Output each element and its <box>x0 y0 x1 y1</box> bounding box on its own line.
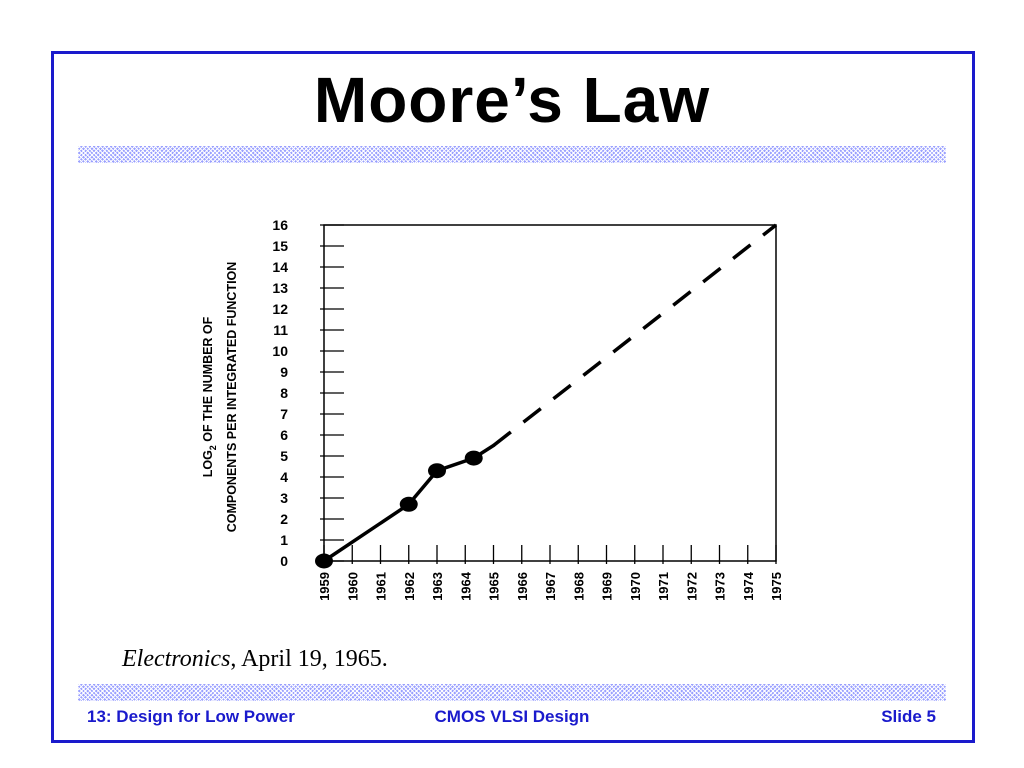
data-point <box>464 450 483 466</box>
x-tick-label: 1967 <box>543 572 558 601</box>
source-publication: Electronics <box>122 646 231 672</box>
x-tick-label: 1969 <box>600 572 615 601</box>
x-tick-label: 1975 <box>769 572 784 601</box>
x-tick-label: 1962 <box>402 572 417 601</box>
y-tick-label: 5 <box>280 448 288 464</box>
x-tick-label: 1963 <box>430 572 445 601</box>
y-tick-label: 2 <box>280 511 288 527</box>
data-point <box>315 553 333 569</box>
x-tick-label: 1974 <box>741 571 756 601</box>
x-tick-label: 1959 <box>317 572 332 601</box>
y-axis-label-line2: COMPONENTS PER INTEGRATED FUNCTION <box>225 262 239 533</box>
y-tick-label: 7 <box>280 406 288 422</box>
x-tick-label: 1960 <box>345 572 360 601</box>
y-tick-label: 3 <box>280 490 288 506</box>
y-tick-label: 6 <box>280 427 288 443</box>
x-tick-label: 1964 <box>458 571 473 601</box>
y-tick-label: 14 <box>272 259 288 275</box>
projection-line <box>492 223 778 447</box>
y-axis-label-line1: LOG2 OF THE NUMBER OF <box>201 316 218 477</box>
x-tick-label: 1972 <box>684 572 699 601</box>
x-tick-label: 1965 <box>487 572 502 601</box>
x-tick-label: 1970 <box>628 572 643 601</box>
footer-divider-band <box>78 684 946 701</box>
data-point <box>428 463 446 479</box>
y-tick-label: 12 <box>272 301 288 317</box>
y-tick-label: 11 <box>273 322 288 338</box>
y-tick-label: 8 <box>280 385 288 401</box>
footer-slide-number: Slide 5 <box>881 707 936 726</box>
x-tick-label: 1966 <box>515 572 530 601</box>
y-tick-label: 15 <box>272 238 288 254</box>
slide-frame <box>51 51 975 743</box>
source-date: , April 19, 1965. <box>230 646 388 672</box>
footer-lecture-title: 13: Design for Low Power <box>87 707 295 726</box>
y-tick-label: 9 <box>280 364 288 380</box>
footer-course-name: CMOS VLSI Design <box>434 707 590 726</box>
data-point <box>399 496 418 512</box>
x-tick-label: 1968 <box>571 572 586 601</box>
y-tick-label: 13 <box>272 280 288 296</box>
y-tick-label: 1 <box>280 532 288 548</box>
y-tick-label: 4 <box>280 469 288 485</box>
y-tick-label: 0 <box>280 553 288 569</box>
y-tick-label: 10 <box>272 343 288 359</box>
x-tick-label: 1971 <box>656 572 671 601</box>
title-divider-band <box>78 146 946 163</box>
plot-frame <box>323 224 777 562</box>
x-tick-label: 1961 <box>374 572 389 601</box>
slide-title: Moore’s Law <box>313 64 711 136</box>
source-citation: Electronics, April 19, 1965. <box>122 646 388 673</box>
y-tick-label: 16 <box>272 217 288 233</box>
x-tick-label: 1973 <box>713 572 728 601</box>
